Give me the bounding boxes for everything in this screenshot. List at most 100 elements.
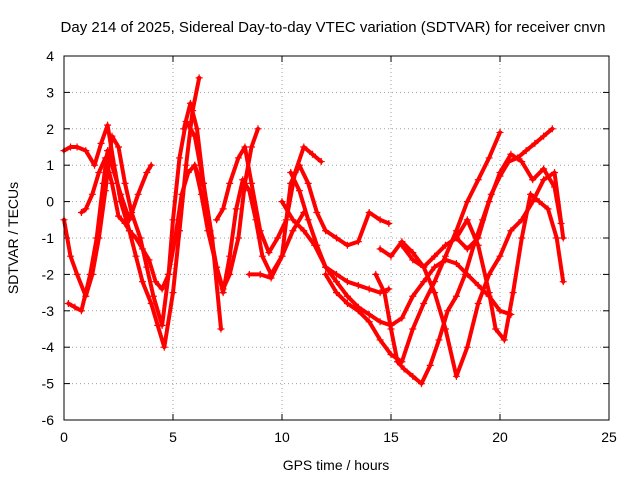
data-point — [385, 285, 393, 293]
x-tick-label: 25 — [601, 429, 617, 445]
data-point — [365, 310, 373, 318]
data-point — [529, 176, 537, 184]
data-point — [121, 219, 129, 227]
data-point — [117, 190, 125, 198]
data-point — [121, 179, 129, 187]
data-point — [134, 190, 142, 198]
data-point — [234, 154, 242, 162]
data-point — [169, 216, 177, 224]
data-point — [400, 365, 408, 373]
series-sat-track-12 — [372, 125, 556, 388]
y-tick-label: -5 — [42, 376, 55, 392]
data-point — [147, 161, 155, 169]
chart-title: Day 214 of 2025, Sidereal Day-to-day VTE… — [61, 19, 606, 36]
series-line — [288, 170, 513, 328]
data-point — [313, 241, 321, 249]
data-point — [239, 176, 247, 184]
data-point — [420, 300, 428, 308]
data-point — [110, 168, 118, 176]
data-point — [442, 252, 449, 260]
data-point — [165, 270, 173, 278]
data-point — [452, 372, 460, 380]
data-point — [500, 336, 508, 344]
data-point — [247, 179, 255, 187]
data-point — [108, 179, 116, 187]
data-point — [77, 209, 85, 217]
data-point — [385, 219, 393, 227]
data-point — [365, 285, 373, 293]
series-line — [79, 155, 204, 291]
y-tick-label: 3 — [46, 84, 54, 100]
data-point — [409, 372, 417, 380]
data-point — [287, 168, 295, 176]
series-sat-track-11 — [322, 128, 504, 366]
data-point — [474, 281, 482, 289]
data-point — [507, 227, 515, 235]
data-point — [409, 249, 417, 257]
data-point — [444, 307, 452, 315]
data-point — [178, 190, 186, 198]
data-point — [186, 99, 194, 107]
series-line — [454, 192, 566, 342]
data-point — [343, 278, 351, 286]
data-point — [304, 216, 312, 224]
y-tick-label: -1 — [42, 230, 55, 246]
data-point — [365, 318, 373, 326]
plot-frame — [63, 55, 610, 421]
data-point — [431, 252, 439, 260]
series-sat-track-4 — [77, 154, 205, 293]
data-point — [278, 198, 286, 206]
data-point — [544, 205, 552, 213]
data-point — [145, 256, 153, 264]
data-point — [213, 263, 221, 271]
data-point — [158, 285, 166, 293]
data-point — [409, 292, 417, 300]
data-point — [289, 227, 297, 235]
data-point — [509, 289, 517, 297]
data-point — [461, 270, 469, 278]
data-point — [492, 325, 500, 333]
data-point — [426, 361, 434, 369]
data-point — [409, 256, 417, 264]
y-tick-labels: -6 -5 -4 -3 -2 -1 0 1 2 3 4 — [42, 48, 55, 428]
data-point — [380, 289, 388, 297]
y-tick-label: 1 — [46, 157, 54, 173]
data-point — [193, 125, 201, 133]
data-point — [125, 227, 133, 235]
data-point — [125, 216, 133, 224]
data-point — [108, 132, 116, 140]
y-tick-label: 0 — [46, 194, 54, 210]
data-point — [507, 150, 515, 158]
data-point — [64, 300, 72, 308]
series-sat-track-1 — [60, 74, 203, 351]
data-point — [226, 179, 234, 187]
series-line — [399, 170, 566, 379]
data-point — [394, 358, 402, 366]
data-point — [104, 121, 112, 129]
data-point — [241, 143, 249, 151]
data-point — [442, 241, 449, 249]
data-point — [463, 198, 471, 206]
data-point — [313, 209, 321, 217]
data-point — [309, 150, 317, 158]
series-line — [214, 145, 324, 255]
data-point — [152, 278, 160, 286]
data-point — [531, 139, 539, 147]
data-point — [182, 161, 190, 169]
y-tick-label: -4 — [42, 339, 55, 355]
data-point — [77, 307, 85, 315]
data-point — [333, 278, 340, 286]
data-point — [304, 179, 312, 187]
data-point — [143, 168, 151, 176]
data-point — [387, 350, 395, 358]
data-point — [99, 179, 107, 187]
data-point — [485, 154, 493, 162]
series-line — [62, 75, 202, 350]
x-tick-labels: 0 5 10 15 20 25 — [60, 429, 617, 445]
data-point — [527, 190, 535, 198]
data-point — [267, 274, 275, 282]
data-point — [82, 205, 90, 213]
data-point — [91, 161, 99, 169]
data-point — [322, 227, 330, 235]
